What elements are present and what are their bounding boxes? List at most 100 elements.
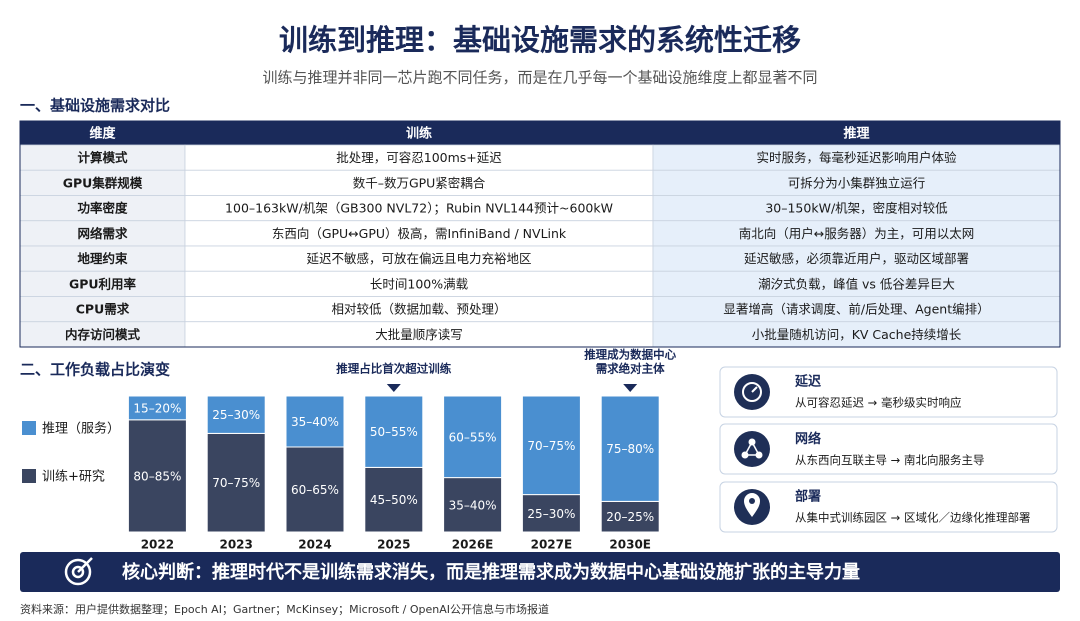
annotation: 推理成为数据中心 — [584, 348, 676, 362]
bar-value-label: 25–30% — [527, 507, 575, 521]
icon-latency — [751, 386, 758, 393]
bar-value-label: 60–65% — [291, 483, 339, 497]
table-cell: 地理约束 — [77, 251, 128, 266]
bar-value-label: 70–75% — [212, 476, 260, 490]
table-cell-bg — [184, 270, 654, 297]
bar-value-label: 60–55% — [449, 430, 497, 444]
bar-segment — [364, 466, 424, 533]
bar-segment — [600, 395, 660, 502]
bar-segment — [443, 477, 503, 533]
table-header-cell: 训练 — [406, 126, 432, 142]
table-cell: 网络需求 — [77, 226, 128, 241]
card-text: 从集中式训练园区 → 区域化／边缘化推理部署 — [795, 511, 1030, 525]
table-cell: 延迟敏感，必须靠近用户，驱动区域部署 — [744, 251, 969, 266]
table-cell-bg — [652, 144, 1061, 171]
card-title: 延迟 — [794, 374, 821, 390]
annotation-arrow — [623, 384, 638, 392]
table-header-cell: 维度 — [89, 126, 116, 142]
conclusion: 核心判断：推理时代不是训练需求消失，而是推理需求成为数据中心基础设施扩张的主导力… — [122, 561, 860, 583]
icon-deploy — [744, 493, 760, 517]
table-cell-bg — [184, 321, 654, 348]
table-header-cell: 推理 — [843, 126, 869, 142]
table-cell: 显著增高（请求调度、前/后处理、Agent编排） — [723, 302, 989, 317]
icon-network — [743, 440, 761, 456]
chart: 80–85% 70–75% 60–65% 45–50% 35–40% 25–30% 20–2… — [22, 348, 677, 552]
bar-value-label: 35–40% — [449, 498, 497, 512]
table-cell-bg — [19, 321, 186, 348]
table-cell-bg — [652, 245, 1061, 272]
table-cell-bg — [652, 220, 1061, 247]
bar-value-label: 35–40% — [291, 415, 339, 429]
table-border — [19, 120, 1061, 348]
table-cell-bg — [652, 195, 1061, 222]
table-cell: 南北向（用户↔服务器）为主，可用以太网 — [739, 226, 974, 241]
x-tick-label: 2026E — [452, 538, 494, 552]
table-cell: 实时服务，每毫秒延迟影响用户体验 — [756, 150, 957, 165]
bar-value-label: 15–20% — [133, 401, 181, 415]
source: 资料来源：用户提供数据整理；Epoch AI；Gartner；McKinsey；… — [20, 602, 549, 616]
annotation: 需求绝对主体 — [596, 362, 665, 376]
table-cell: CPU需求 — [76, 302, 130, 317]
bar-value-label: 45–50% — [370, 493, 418, 507]
table-header-bg — [20, 121, 1060, 145]
banner-icon — [77, 557, 93, 573]
card-text: 从可容忍延迟 → 毫秒级实时响应 — [795, 396, 961, 410]
table-cell: 可拆分为小集群独立运行 — [788, 175, 926, 190]
icon-latency — [742, 382, 762, 402]
section-title: 二、工作负载占比演变 — [20, 361, 170, 379]
table-cell-bg — [19, 270, 186, 297]
x-tick-label: 2025 — [377, 538, 410, 552]
banner-icon — [71, 565, 85, 579]
bar-segment — [600, 500, 660, 533]
card — [719, 366, 1058, 418]
banner-icon — [64, 558, 92, 586]
table-cell-bg — [184, 245, 654, 272]
table-cell-bg — [184, 195, 654, 222]
table-cell: 数千–数万GPU紧密耦合 — [353, 175, 486, 190]
card — [719, 423, 1058, 475]
bar-segment — [285, 446, 345, 533]
bar-value-label: 75–80% — [606, 442, 654, 456]
bar-value-label: 80–85% — [133, 469, 181, 483]
table-cell: 30–150kW/机架，密度相对较低 — [765, 201, 948, 216]
bar-value-label: 20–25% — [606, 510, 654, 524]
table-cell: 潮汐式负载，峰值 vs 低谷差异巨大 — [758, 276, 955, 291]
bar-value-label: 25–30% — [212, 408, 260, 422]
table-cell-bg — [19, 144, 186, 171]
table-cell-bg — [19, 245, 186, 272]
annotation-arrow — [386, 384, 401, 392]
x-tick-label: 2023 — [219, 538, 252, 552]
x-tick-label: 2022 — [141, 538, 174, 552]
icon-network — [734, 431, 770, 467]
conclusion-banner — [20, 552, 1060, 592]
legend-swatch — [22, 469, 36, 483]
table-cell: 长时间100%满载 — [370, 276, 469, 291]
bar-segment — [443, 395, 503, 479]
table-cell: 计算模式 — [77, 150, 128, 165]
table-cell-bg — [184, 144, 654, 171]
annotation: 推理占比首次超过训练 — [336, 362, 451, 376]
bar-segment — [206, 395, 266, 434]
bar-segment — [364, 395, 424, 468]
table-cell: GPU利用率 — [69, 276, 137, 291]
table-cell-bg — [652, 321, 1061, 348]
bar-segment — [206, 432, 266, 533]
bar-value-label: 70–75% — [527, 439, 575, 453]
subtitle: 训练与推理并非同一芯片跑不同任务，而是在几乎每一个基础设施维度上都显著不同 — [262, 69, 817, 87]
bar-value-label: 50–55% — [370, 425, 418, 439]
table-cell-bg — [184, 296, 654, 323]
bar-segment — [521, 395, 581, 496]
bar-segment — [285, 395, 345, 448]
table-cell: 小批量随机访问，KV Cache持续增长 — [752, 327, 962, 342]
table-cell: GPU集群规模 — [63, 175, 143, 190]
card-title: 网络 — [795, 431, 821, 447]
table-cell: 相对较低（数据加载、预处理） — [331, 302, 506, 317]
bar-segment — [127, 395, 187, 421]
card-text: 从东西向互联主导 → 南北向服务主导 — [795, 453, 984, 467]
legend-swatch — [22, 421, 36, 435]
table-cell: 批处理，可容忍100ms+延迟 — [336, 150, 502, 165]
section-title: 一、基础设施需求对比 — [20, 97, 170, 115]
table-cell: 延迟不敏感，可放在偏远且电力充裕地区 — [306, 251, 531, 266]
